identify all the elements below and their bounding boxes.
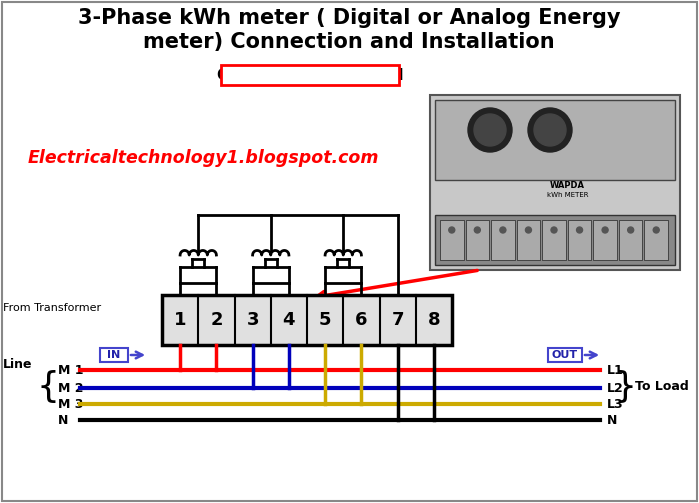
Bar (548, 348, 582, 362)
Circle shape (654, 227, 659, 233)
Text: WAPDA: WAPDA (550, 181, 585, 190)
Bar (162, 295, 452, 345)
Text: To Load: To Load (635, 380, 689, 393)
Circle shape (602, 227, 608, 233)
Text: 7: 7 (391, 311, 404, 329)
Text: L3: L3 (607, 397, 624, 410)
Bar (619, 220, 642, 260)
Bar (542, 220, 565, 260)
Circle shape (474, 114, 506, 146)
Text: 5: 5 (319, 311, 331, 329)
Bar (593, 220, 617, 260)
Text: 3: 3 (246, 311, 259, 329)
Text: L1: L1 (607, 364, 624, 377)
Circle shape (551, 227, 557, 233)
Bar (644, 220, 668, 260)
Bar (435, 100, 675, 180)
Circle shape (534, 114, 566, 146)
Circle shape (500, 227, 506, 233)
Text: Line: Line (3, 359, 32, 372)
Text: CONECTION DIAGRAM: CONECTION DIAGRAM (217, 68, 403, 83)
Text: 4: 4 (282, 311, 295, 329)
Text: M 3: M 3 (58, 397, 83, 410)
Circle shape (468, 108, 512, 152)
Circle shape (528, 108, 572, 152)
Bar (100, 348, 128, 362)
Text: N: N (607, 413, 617, 427)
Text: L2: L2 (607, 381, 624, 394)
Text: Electricaltechnology1.blogspot.com: Electricaltechnology1.blogspot.com (28, 149, 380, 167)
Text: }: } (614, 370, 637, 404)
Bar (430, 95, 680, 270)
Text: IN: IN (108, 350, 121, 360)
Bar (491, 220, 514, 260)
Text: 6: 6 (355, 311, 368, 329)
Text: M 1: M 1 (58, 364, 83, 377)
Text: From Transformer: From Transformer (3, 303, 101, 313)
Text: OUT: OUT (552, 350, 578, 360)
Text: 8: 8 (428, 311, 440, 329)
Bar (221, 65, 399, 85)
Text: meter) Connection and Installation: meter) Connection and Installation (143, 32, 555, 52)
Text: 1: 1 (174, 311, 187, 329)
Text: kWh METER: kWh METER (547, 192, 589, 198)
Text: N: N (58, 413, 69, 427)
Text: M 2: M 2 (58, 381, 83, 394)
Bar (435, 215, 675, 265)
Circle shape (577, 227, 582, 233)
Text: 2: 2 (210, 311, 222, 329)
Circle shape (475, 227, 480, 233)
Circle shape (526, 227, 531, 233)
Bar (517, 220, 540, 260)
Circle shape (628, 227, 634, 233)
Bar (466, 220, 489, 260)
Text: {: { (36, 370, 59, 404)
Bar (440, 220, 463, 260)
Bar (568, 220, 591, 260)
Text: 3-Phase kWh meter ( Digital or Analog Energy: 3-Phase kWh meter ( Digital or Analog En… (78, 8, 620, 28)
Circle shape (449, 227, 455, 233)
